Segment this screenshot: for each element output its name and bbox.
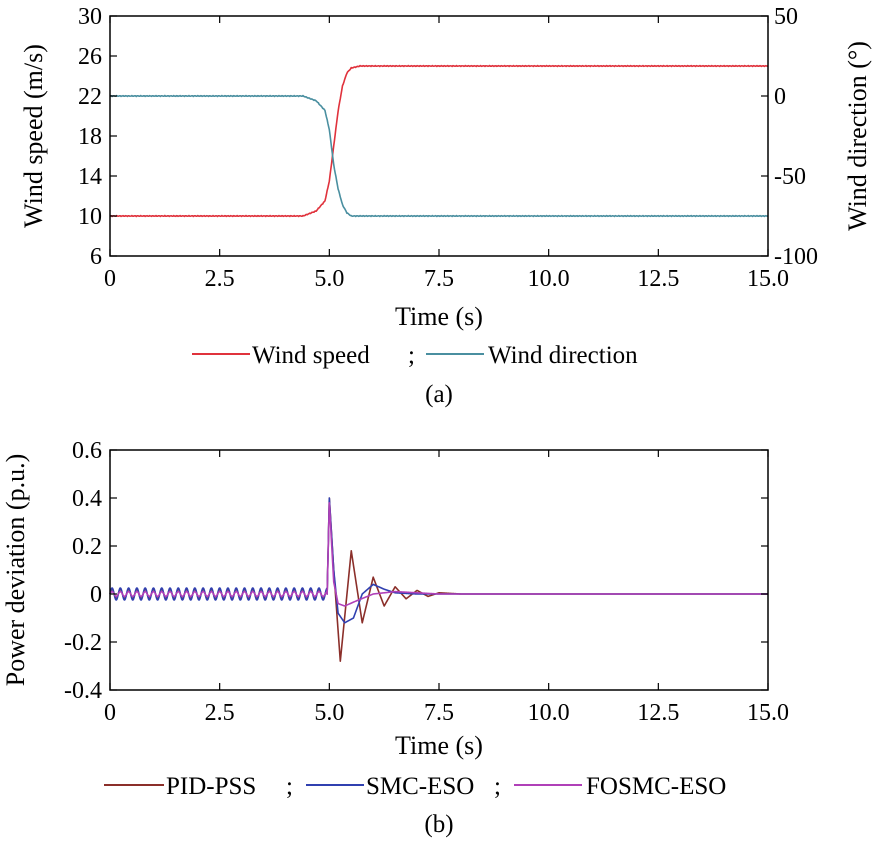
legend-label-smc-eso: SMC-ESO [366,773,474,800]
chart-b-x-tick-label: 2.5 [205,700,235,726]
chart-a-x-tick-label: 2.5 [205,266,235,292]
chart-b-series-smc-eso [109,497,769,624]
chart-b-x-tick-label: 5.0 [314,700,344,726]
chart-b-y-tick-label: 0.2 [72,534,102,560]
legend-separator: ; [286,773,293,800]
chart-b-y-tick-label: 0.6 [72,438,102,464]
chart-a-y-tick-label: 30 [78,4,102,30]
chart-a-legend: Wind speed ; Wind direction [192,342,638,369]
chart-b-x-tick-label: 15.0 [747,700,789,726]
chart-a-x-tick-label: 0 [104,266,116,292]
chart-a-y-tick-label: 22 [78,84,102,110]
chart-b-plot-frame [109,449,769,691]
chart-b-x-tick-label: 12.5 [637,700,679,726]
chart-a-y-tick-label: 10 [78,204,102,230]
chart-b-axes: 0 2.5 5.0 7.5 10.0 12.5 15.0 -0.4 -0.2 0 0.2 0.4 0.6 [64,438,789,726]
chart-b: 0 2.5 5.0 7.5 10.0 12.5 15.0 -0.4 -0.2 0 0.2 0.4 0.6… [1,438,789,838]
chart-a: 0 2.5 5.0 7.5 10.0 12.5 15.0 6 10 14 18 22 26 30 -100 -… [19,4,872,408]
chart-a-x-tick-label: 15.0 [747,266,789,292]
chart-a-series-wind-direction [109,94,769,218]
chart-b-x-tick-label: 10.0 [528,700,570,726]
chart-b-x-axis-label: Time (s) [395,731,483,760]
chart-a-series-wind-speed [109,64,769,218]
legend-separator: ; [494,773,501,800]
chart-b-series-fosmc-eso [109,502,769,607]
chart-a-x-axis-label: Time (s) [395,302,483,331]
chart-b-x-tick-label: 7.5 [424,700,454,726]
chart-b-caption: (b) [424,811,453,838]
chart-a-caption: (a) [425,381,453,408]
chart-b-series-pid-pss [109,497,769,662]
chart-b-y-tick-label: -0.2 [64,630,102,656]
chart-b-series [109,497,769,662]
chart-a-series [109,64,769,218]
chart-a-y-right-tick-label: 0 [774,84,786,110]
legend-label-wind-direction: Wind direction [488,342,638,369]
chart-a-y-axis-right-label: Wind direction (°) [843,41,872,231]
chart-a-y-axis-label: Wind speed (m/s) [19,44,48,228]
legend-separator: ; [408,342,415,369]
chart-a-x-tick-label: 5.0 [314,266,344,292]
chart-a-y-right-tick-label: -50 [774,164,806,190]
chart-a-y-right-tick-label: 50 [774,4,798,30]
chart-a-y-tick-label: 14 [78,164,102,190]
chart-b-legend: PID-PSS ; SMC-ESO ; FOSMC-ESO [104,773,726,800]
chart-a-plot-frame [109,15,769,257]
chart-b-y-tick-label: 0 [90,582,102,608]
chart-a-axes: 0 2.5 5.0 7.5 10.0 12.5 15.0 6 10 14 18 22 26 30 -100 -… [78,4,818,292]
chart-a-x-tick-label: 10.0 [528,266,570,292]
legend-label-fosmc-eso: FOSMC-ESO [586,773,726,800]
chart-a-y-tick-label: 6 [90,244,102,270]
chart-a-y-right-tick-label: -100 [774,244,818,270]
chart-b-y-tick-label: 0.4 [72,486,102,512]
chart-b-y-tick-label: -0.4 [64,678,102,704]
legend-label-pid-pss: PID-PSS [166,773,256,800]
legend-label-wind-speed: Wind speed [252,342,370,369]
chart-a-y-tick-label: 18 [78,124,102,150]
chart-a-x-tick-label: 12.5 [637,266,679,292]
chart-a-x-tick-label: 7.5 [424,266,454,292]
chart-b-x-tick-label: 0 [104,700,116,726]
chart-a-y-tick-label: 26 [78,44,102,70]
chart-b-y-axis-label: Power deviation (p.u.) [1,454,30,687]
